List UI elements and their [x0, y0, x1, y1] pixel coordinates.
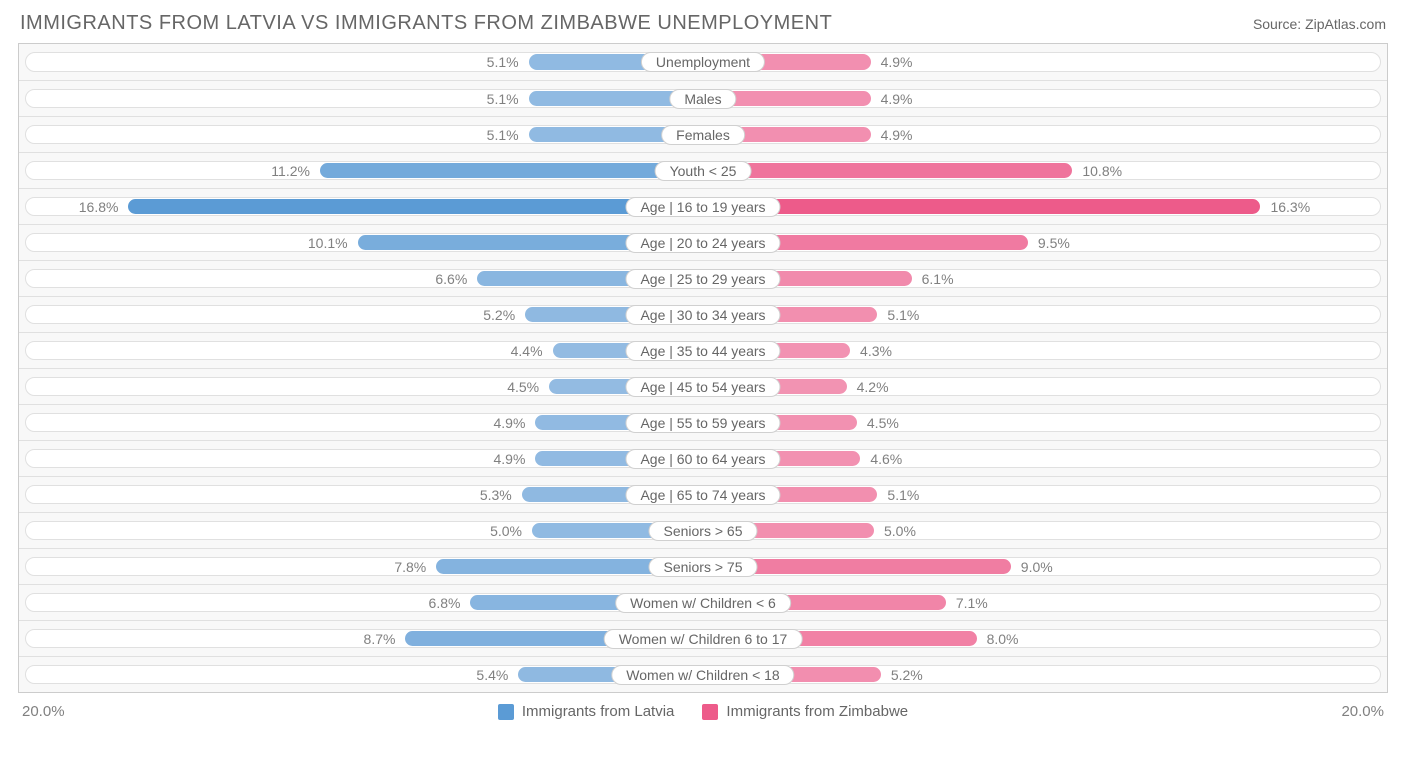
category-label: Age | 30 to 34 years [625, 305, 780, 325]
category-label: Seniors > 75 [649, 557, 758, 577]
chart-footer: 20.0% Immigrants from Latvia Immigrants … [0, 693, 1406, 720]
chart-row: 8.7% 8.0% Women w/ Children 6 to 17 [19, 620, 1387, 656]
value-zimbabwe: 5.0% [884, 523, 916, 539]
chart-row: 4.5% 4.2% Age | 45 to 54 years [19, 368, 1387, 404]
value-latvia: 11.2% [271, 163, 310, 179]
chart-row: 5.1% 4.9% Females [19, 116, 1387, 152]
value-zimbabwe: 9.0% [1021, 559, 1053, 575]
value-zimbabwe: 4.3% [860, 343, 892, 359]
value-latvia: 4.4% [511, 343, 543, 359]
chart-row: 4.9% 4.6% Age | 60 to 64 years [19, 440, 1387, 476]
category-label: Age | 45 to 54 years [625, 377, 780, 397]
axis-max-right: 20.0% [1341, 703, 1384, 720]
value-latvia: 6.6% [435, 271, 467, 287]
category-label: Women w/ Children < 6 [615, 593, 791, 613]
source-name: ZipAtlas.com [1305, 16, 1386, 32]
chart-row: 4.4% 4.3% Age | 35 to 44 years [19, 332, 1387, 368]
source-prefix: Source: [1253, 16, 1305, 32]
chart-row: 6.8% 7.1% Women w/ Children < 6 [19, 584, 1387, 620]
value-zimbabwe: 5.1% [887, 307, 919, 323]
value-zimbabwe: 10.8% [1082, 163, 1122, 179]
value-zimbabwe: 8.0% [987, 631, 1019, 647]
value-latvia: 7.8% [394, 559, 426, 575]
legend: Immigrants from Latvia Immigrants from Z… [498, 703, 908, 720]
chart-row: 11.2% 10.8% Youth < 25 [19, 152, 1387, 188]
value-latvia: 4.5% [507, 379, 539, 395]
chart-header: IMMIGRANTS FROM LATVIA VS IMMIGRANTS FRO… [0, 0, 1406, 43]
value-latvia: 10.1% [308, 235, 348, 251]
value-latvia: 16.8% [79, 199, 119, 215]
bar-zimbabwe [703, 163, 1072, 178]
category-label: Seniors > 65 [649, 521, 758, 541]
value-latvia: 5.0% [490, 523, 522, 539]
value-zimbabwe: 4.5% [867, 415, 899, 431]
legend-swatch-icon [702, 704, 718, 720]
category-label: Unemployment [641, 52, 765, 72]
category-label: Age | 60 to 64 years [625, 449, 780, 469]
legend-item-zimbabwe: Immigrants from Zimbabwe [702, 703, 908, 720]
category-label: Males [669, 89, 736, 109]
value-latvia: 4.9% [494, 415, 526, 431]
value-zimbabwe: 7.1% [956, 595, 988, 611]
category-label: Females [661, 125, 745, 145]
chart-row: 5.4% 5.2% Women w/ Children < 18 [19, 656, 1387, 692]
chart-row: 5.3% 5.1% Age | 65 to 74 years [19, 476, 1387, 512]
chart-row: 5.1% 4.9% Males [19, 80, 1387, 116]
bar-zimbabwe [703, 199, 1260, 214]
value-latvia: 6.8% [429, 595, 461, 611]
bar-latvia [128, 199, 703, 214]
category-label: Age | 65 to 74 years [625, 485, 780, 505]
value-zimbabwe: 5.1% [887, 487, 919, 503]
value-zimbabwe: 5.2% [891, 667, 923, 683]
bar-latvia [320, 163, 703, 178]
category-label: Women w/ Children < 18 [611, 665, 794, 685]
value-latvia: 5.1% [487, 127, 519, 143]
category-label: Age | 55 to 59 years [625, 413, 780, 433]
axis-max-left: 20.0% [22, 703, 65, 720]
chart-row: 4.9% 4.5% Age | 55 to 59 years [19, 404, 1387, 440]
category-label: Age | 20 to 24 years [625, 233, 780, 253]
value-zimbabwe: 6.1% [922, 271, 954, 287]
chart-source: Source: ZipAtlas.com [1253, 16, 1386, 32]
legend-label: Immigrants from Zimbabwe [726, 703, 908, 720]
value-zimbabwe: 4.6% [870, 451, 902, 467]
chart-area: 5.1% 4.9% Unemployment 5.1% 4.9% Males 5.1% 4.9… [18, 43, 1388, 693]
chart-title: IMMIGRANTS FROM LATVIA VS IMMIGRANTS FRO… [20, 12, 832, 35]
chart-row: 6.6% 6.1% Age | 25 to 29 years [19, 260, 1387, 296]
chart-row: 16.8% 16.3% Age | 16 to 19 years [19, 188, 1387, 224]
value-zimbabwe: 16.3% [1270, 199, 1310, 215]
chart-row: 10.1% 9.5% Age | 20 to 24 years [19, 224, 1387, 260]
legend-label: Immigrants from Latvia [522, 703, 675, 720]
value-latvia: 5.2% [483, 307, 515, 323]
legend-item-latvia: Immigrants from Latvia [498, 703, 675, 720]
category-label: Age | 16 to 19 years [625, 197, 780, 217]
value-latvia: 5.1% [487, 54, 519, 70]
value-zimbabwe: 4.9% [881, 54, 913, 70]
value-zimbabwe: 9.5% [1038, 235, 1070, 251]
value-latvia: 5.4% [476, 667, 508, 683]
chart-row: 5.0% 5.0% Seniors > 65 [19, 512, 1387, 548]
chart-row: 5.2% 5.1% Age | 30 to 34 years [19, 296, 1387, 332]
value-latvia: 5.1% [487, 91, 519, 107]
category-label: Age | 35 to 44 years [625, 341, 780, 361]
value-zimbabwe: 4.9% [881, 127, 913, 143]
chart-row: 5.1% 4.9% Unemployment [19, 44, 1387, 80]
category-label: Youth < 25 [655, 161, 752, 181]
legend-swatch-icon [498, 704, 514, 720]
value-zimbabwe: 4.2% [857, 379, 889, 395]
value-latvia: 4.9% [494, 451, 526, 467]
chart-row: 7.8% 9.0% Seniors > 75 [19, 548, 1387, 584]
category-label: Age | 25 to 29 years [625, 269, 780, 289]
value-zimbabwe: 4.9% [881, 91, 913, 107]
value-latvia: 5.3% [480, 487, 512, 503]
value-latvia: 8.7% [364, 631, 396, 647]
category-label: Women w/ Children 6 to 17 [604, 629, 803, 649]
